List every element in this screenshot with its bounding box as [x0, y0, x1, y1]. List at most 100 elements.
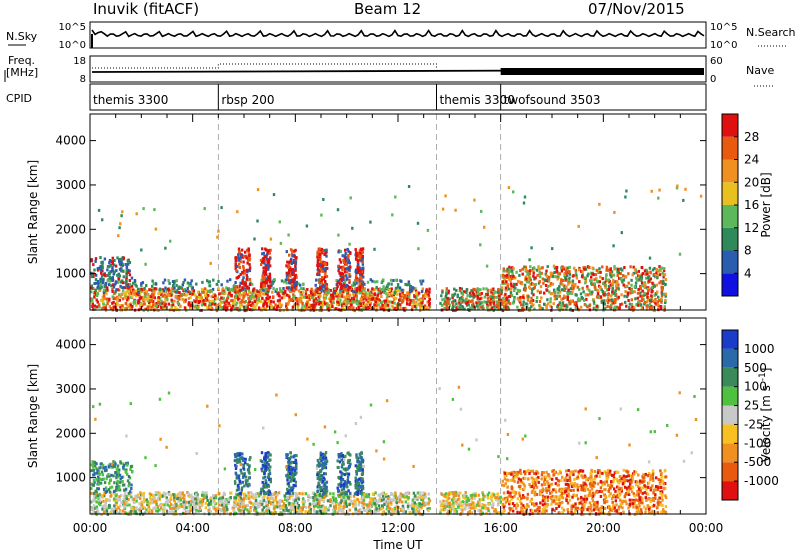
- data-cell: [369, 505, 372, 509]
- data-cell: [150, 294, 153, 298]
- data-cell: [267, 509, 270, 513]
- data-cell: [204, 302, 207, 306]
- data-cell: [408, 303, 411, 307]
- data-cell: [492, 297, 495, 301]
- data-cell: [150, 288, 154, 292]
- data-cell: [238, 500, 241, 504]
- data-cell: [286, 260, 289, 264]
- data-cell: [288, 501, 291, 505]
- data-cell: [516, 297, 520, 301]
- data-cell: [465, 288, 469, 292]
- data-cell: [264, 270, 267, 274]
- data-cell: [268, 272, 272, 276]
- data-cell: [159, 494, 162, 498]
- data-cell: [120, 286, 124, 289]
- data-cell: [503, 274, 506, 278]
- data-cell: [223, 301, 227, 305]
- data-cell: [658, 281, 661, 285]
- data-cell: [304, 290, 308, 293]
- data-cell: [265, 248, 268, 252]
- data-cell: [320, 511, 323, 515]
- data-cell: [398, 496, 401, 500]
- data-cell: [354, 248, 357, 252]
- data-cell: [455, 302, 458, 306]
- data-cell: [174, 509, 177, 513]
- data-cell: [513, 297, 516, 301]
- data-cell: [382, 498, 386, 502]
- data-cell: [225, 286, 228, 290]
- data-cell: [349, 495, 352, 499]
- data-cell: [469, 306, 472, 310]
- data-cell: [244, 299, 248, 303]
- data-cell: [282, 511, 286, 515]
- data-cell: [391, 213, 394, 217]
- data-cell: [120, 257, 123, 261]
- data-cell: [567, 280, 570, 284]
- data-cell: [99, 279, 102, 283]
- data-cell: [607, 284, 611, 288]
- data-cell: [321, 495, 324, 499]
- data-cell: [251, 293, 254, 297]
- data-cell: [321, 251, 324, 255]
- data-cell: [360, 511, 363, 514]
- data-cell: [119, 510, 122, 514]
- data-cell: [533, 285, 536, 289]
- data-cell: [346, 294, 349, 298]
- data-cell: [599, 295, 602, 299]
- data-cell: [572, 274, 575, 278]
- data-cell: [211, 307, 214, 311]
- data-cell: [207, 508, 210, 512]
- data-cell: [415, 496, 418, 500]
- data-cell: [167, 491, 171, 494]
- data-cell: [394, 296, 398, 300]
- data-cell: [367, 306, 370, 310]
- data-cell: [285, 286, 289, 290]
- data-cell: [148, 298, 152, 302]
- data-cell: [294, 509, 298, 513]
- data-cell: [476, 290, 480, 294]
- data-cell: [448, 303, 451, 307]
- data-cell: [500, 288, 504, 292]
- data-cell: [459, 289, 462, 293]
- data-cell: [609, 271, 612, 275]
- data-cell: [361, 260, 364, 264]
- data-cell: [188, 495, 191, 499]
- data-cell: [307, 296, 310, 300]
- data-cell: [580, 296, 583, 299]
- data-cell: [214, 496, 218, 500]
- data-cell: [111, 295, 114, 299]
- data-cell: [467, 303, 470, 307]
- data-cell: [213, 302, 217, 306]
- data-cell: [271, 496, 275, 500]
- data-cell: [396, 285, 400, 289]
- data-cell: [538, 280, 541, 284]
- data-cell: [521, 272, 524, 276]
- data-cell: [340, 283, 343, 287]
- data-cell: [446, 296, 449, 300]
- data-cell: [443, 307, 446, 311]
- data-cell: [611, 292, 614, 296]
- data-cell: [192, 289, 196, 293]
- data-cell: [509, 291, 513, 295]
- data-cell: [501, 300, 504, 304]
- data-cell: [374, 300, 377, 304]
- data-cell: [523, 265, 526, 269]
- data-cell: [129, 307, 132, 311]
- data-cell: [179, 498, 183, 502]
- data-cell: [281, 499, 284, 503]
- data-cell: [476, 294, 479, 298]
- data-cell: [342, 295, 345, 299]
- data-cell: [238, 494, 241, 498]
- data-cell: [93, 291, 96, 294]
- data-cell: [301, 290, 304, 294]
- data-cell: [447, 291, 450, 295]
- data-cell: [595, 304, 599, 308]
- data-cell: [209, 261, 212, 265]
- data-cell: [122, 504, 126, 508]
- data-cell: [248, 496, 251, 500]
- data-cell: [371, 498, 374, 502]
- data-cell: [567, 288, 570, 292]
- data-cell: [106, 268, 109, 272]
- data-cell: [314, 288, 317, 292]
- data-cell: [99, 503, 102, 507]
